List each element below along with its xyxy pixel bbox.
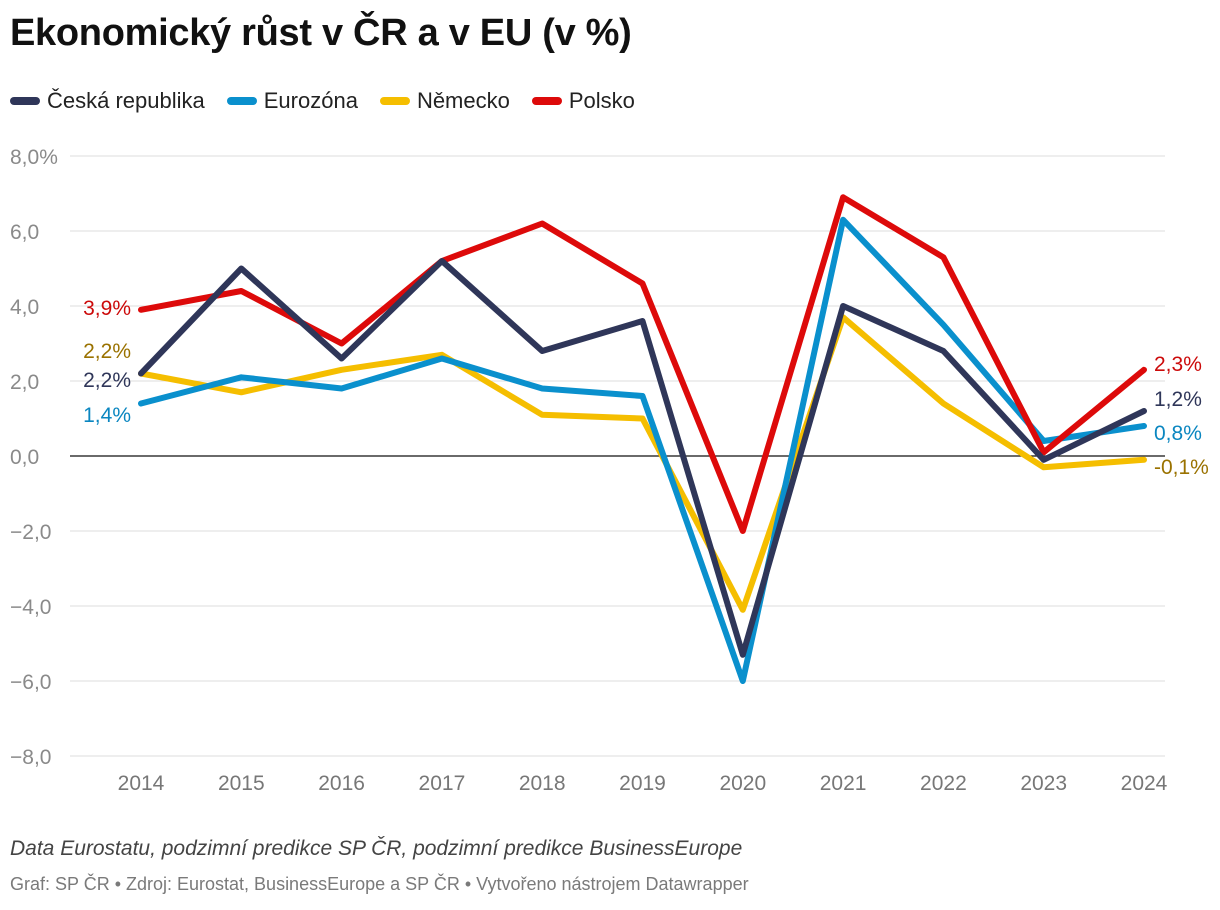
x-tick-label: 2021: [820, 772, 867, 795]
caption: Data Eurostatu, podzimní predikce SP ČR,…: [10, 837, 743, 860]
legend-swatch-nemecko: [379, 97, 410, 105]
legend-item-cr: Česká republika: [10, 88, 205, 114]
x-tick-label: 2024: [1121, 772, 1168, 795]
legend-item-nemecko: Německo: [379, 88, 510, 114]
start-label-česká-republika: 2,2%: [83, 369, 131, 392]
legend: Česká republika Eurozóna Německo Polsko: [10, 88, 657, 114]
y-tick-label: −4,0: [10, 596, 51, 619]
chart-title: Ekonomický růst v ČR a v EU (v %): [10, 12, 632, 54]
legend-item-polsko: Polsko: [531, 88, 635, 114]
series-line-česká-republika: [138, 258, 1147, 658]
x-tick-label: 2023: [1020, 772, 1067, 795]
x-tick-label: 2015: [218, 772, 265, 795]
legend-swatch-cr: [10, 97, 40, 105]
legend-item-eurozona: Eurozóna: [226, 88, 358, 114]
start-label-polsko: 3,9%: [83, 297, 131, 320]
legend-label-nemecko: Německo: [416, 88, 510, 113]
legend-label-cr: Česká republika: [47, 88, 205, 113]
legend-swatch-polsko: [531, 97, 562, 105]
y-tick-label: 0,0: [10, 446, 39, 469]
line-chart: 8,0% 6,0 4,0 2,0 0,0 −2,0 −4,0 −6,0 −8,0 2014 2015…: [10, 146, 1209, 795]
y-tick-label: −2,0: [10, 521, 51, 544]
end-label-polsko: 2,3%: [1154, 353, 1202, 376]
legend-label-eurozona: Eurozóna: [263, 88, 358, 113]
x-tick-label: 2019: [619, 772, 666, 795]
end-label-eurozóna: 0,8%: [1154, 422, 1202, 445]
y-tick-label: 6,0: [10, 221, 39, 244]
x-tick-label: 2016: [318, 772, 365, 795]
y-tick-label: −8,0: [10, 746, 51, 769]
credits: Graf: SP ČR • Zdroj: Eurostat, BusinessE…: [10, 874, 749, 894]
legend-label-polsko: Polsko: [568, 88, 635, 113]
legend-swatch-eurozona: [226, 97, 257, 105]
start-label-německo: 2,2%: [83, 340, 131, 363]
y-tick-label: 2,0: [10, 371, 39, 394]
x-tick-label: 2014: [118, 772, 165, 795]
end-label-německo: -0,1%: [1154, 456, 1209, 479]
x-tick-label: 2017: [419, 772, 466, 795]
series-line-polsko: [138, 194, 1147, 534]
y-tick-label: 8,0%: [10, 146, 58, 169]
y-tick-label: −6,0: [10, 671, 51, 694]
series-line-německo: [138, 314, 1147, 613]
x-tick-label: 2018: [519, 772, 566, 795]
x-tick-label: 2020: [719, 772, 766, 795]
series-line-eurozóna: [138, 216, 1147, 684]
y-tick-label: 4,0: [10, 296, 39, 319]
end-label-česká-republika: 1,2%: [1154, 388, 1202, 411]
x-tick-label: 2022: [920, 772, 967, 795]
start-label-eurozóna: 1,4%: [83, 404, 131, 427]
